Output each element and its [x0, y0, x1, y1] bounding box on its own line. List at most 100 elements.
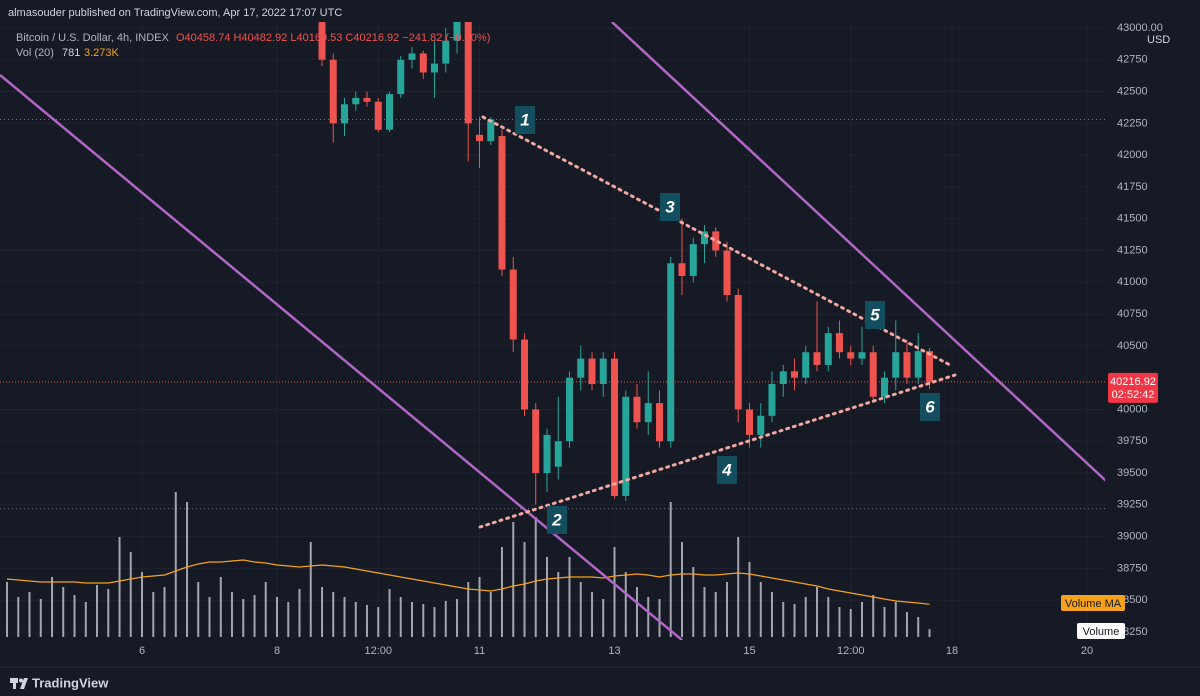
volume-bar [523, 542, 526, 637]
y-tick-label: 42000 [1117, 149, 1148, 161]
volume-bar [467, 582, 470, 637]
candle-body [442, 40, 450, 64]
candle-body [892, 352, 900, 378]
axes: 43000.0042750425004225042000417504150041… [139, 22, 1163, 657]
volume-bar [782, 602, 785, 637]
x-tick-label: 13 [608, 645, 620, 657]
volume-bar [489, 592, 492, 637]
volume-bar [73, 595, 76, 637]
volume-bar [17, 597, 20, 637]
volume-bar [827, 597, 830, 637]
volume-bar [388, 589, 391, 637]
volume-bar [186, 502, 189, 637]
annotation-label: 2 [551, 510, 562, 529]
x-tick-label: 20 [1081, 645, 1093, 657]
candle-body [689, 244, 697, 276]
volume-bar [658, 599, 661, 637]
candle-body [880, 377, 888, 397]
candle-body [847, 352, 855, 359]
brand-logo [10, 678, 28, 689]
candle-body [532, 409, 540, 474]
candle-body [610, 358, 618, 496]
y-tick-label: 39750 [1117, 435, 1148, 447]
candle-body [374, 101, 382, 130]
volume-bar [456, 599, 459, 637]
x-tick-label: 12:00 [837, 645, 865, 657]
plot-area [0, 22, 1105, 637]
trend-line [478, 373, 957, 529]
volume-bar [478, 577, 481, 637]
channel-line [611, 22, 1105, 482]
badges: Volume MA Volume [1061, 595, 1125, 639]
volume-bar [321, 587, 324, 637]
y-tick-label: 41750 [1117, 181, 1148, 193]
volume-bar [365, 605, 368, 637]
x-tick-label: 8 [274, 645, 280, 657]
volume-bar [838, 607, 841, 637]
candle-body [476, 134, 484, 142]
x-tick-label: 6 [139, 645, 145, 657]
x-tick-label: 15 [743, 645, 755, 657]
candle-body [723, 250, 731, 296]
volume-bar [759, 582, 762, 637]
volume-legend-ma: 3.273K [84, 47, 120, 59]
candle-body [341, 104, 349, 124]
volume-bar [647, 597, 650, 637]
candle-body [430, 63, 438, 73]
y-tick-label: 39250 [1117, 499, 1148, 511]
volume-badge [1077, 623, 1125, 639]
volume-bar [197, 582, 200, 637]
y-tick-label: 41000 [1117, 276, 1148, 288]
candle-body [419, 53, 427, 73]
volume-bar [635, 587, 638, 637]
volume-bar [568, 557, 571, 637]
candle-body [397, 59, 405, 95]
volume-bar [770, 592, 773, 637]
candle-body [824, 333, 832, 365]
y-tick-label: 39000 [1117, 531, 1148, 543]
annotation: 4 [717, 456, 737, 484]
volume-bar [602, 599, 605, 637]
volume-bar [726, 582, 729, 637]
volume-bar [174, 492, 177, 637]
last-price-label: 40216.92 [1110, 376, 1156, 388]
grid [0, 22, 1105, 640]
volume-bar [422, 604, 425, 637]
volume-bar [444, 601, 447, 637]
volume-bar [264, 582, 267, 637]
volume-bar [287, 602, 290, 637]
volume-bar [557, 572, 560, 637]
y-tick-label: 41250 [1117, 244, 1148, 256]
last-price-badge [1108, 372, 1158, 403]
volume-bar [534, 517, 537, 637]
publisher: almasouder published on TradingView.com,… [8, 7, 342, 19]
y-tick-label: 41500 [1117, 213, 1148, 225]
volume-bar [737, 537, 740, 637]
candle-body [464, 22, 472, 124]
x-tick-label: 18 [946, 645, 958, 657]
volume-bar [242, 599, 245, 637]
y-tick-label: 40000 [1117, 403, 1148, 415]
x-tick-label: 11 [474, 645, 485, 657]
ohlc-label: O40458.74 H40482.92 L40160.53 C40216.92 … [176, 32, 490, 44]
volume-bar [354, 602, 357, 637]
y-tick-label: 42250 [1117, 117, 1148, 129]
volume-bar [28, 592, 31, 637]
volume-bar [500, 547, 503, 637]
candle-body [386, 94, 394, 130]
volume-bar [230, 592, 233, 637]
candle-body [914, 351, 922, 378]
candle-body [633, 396, 641, 423]
y-tick-label: 40500 [1117, 340, 1148, 352]
candle-body [903, 352, 911, 378]
candle-body [835, 333, 843, 353]
volume-bar [253, 595, 256, 637]
countdown: 02:52:42 [1112, 389, 1155, 401]
symbol-title: Bitcoin / U.S. Dollar, 4h, INDEX [16, 32, 169, 44]
volume-bar [129, 552, 132, 637]
candle-body [768, 384, 776, 416]
volume-bar [62, 587, 65, 637]
volume-bar [399, 597, 402, 637]
volume-bar [51, 577, 54, 637]
volume-bar [411, 602, 414, 637]
